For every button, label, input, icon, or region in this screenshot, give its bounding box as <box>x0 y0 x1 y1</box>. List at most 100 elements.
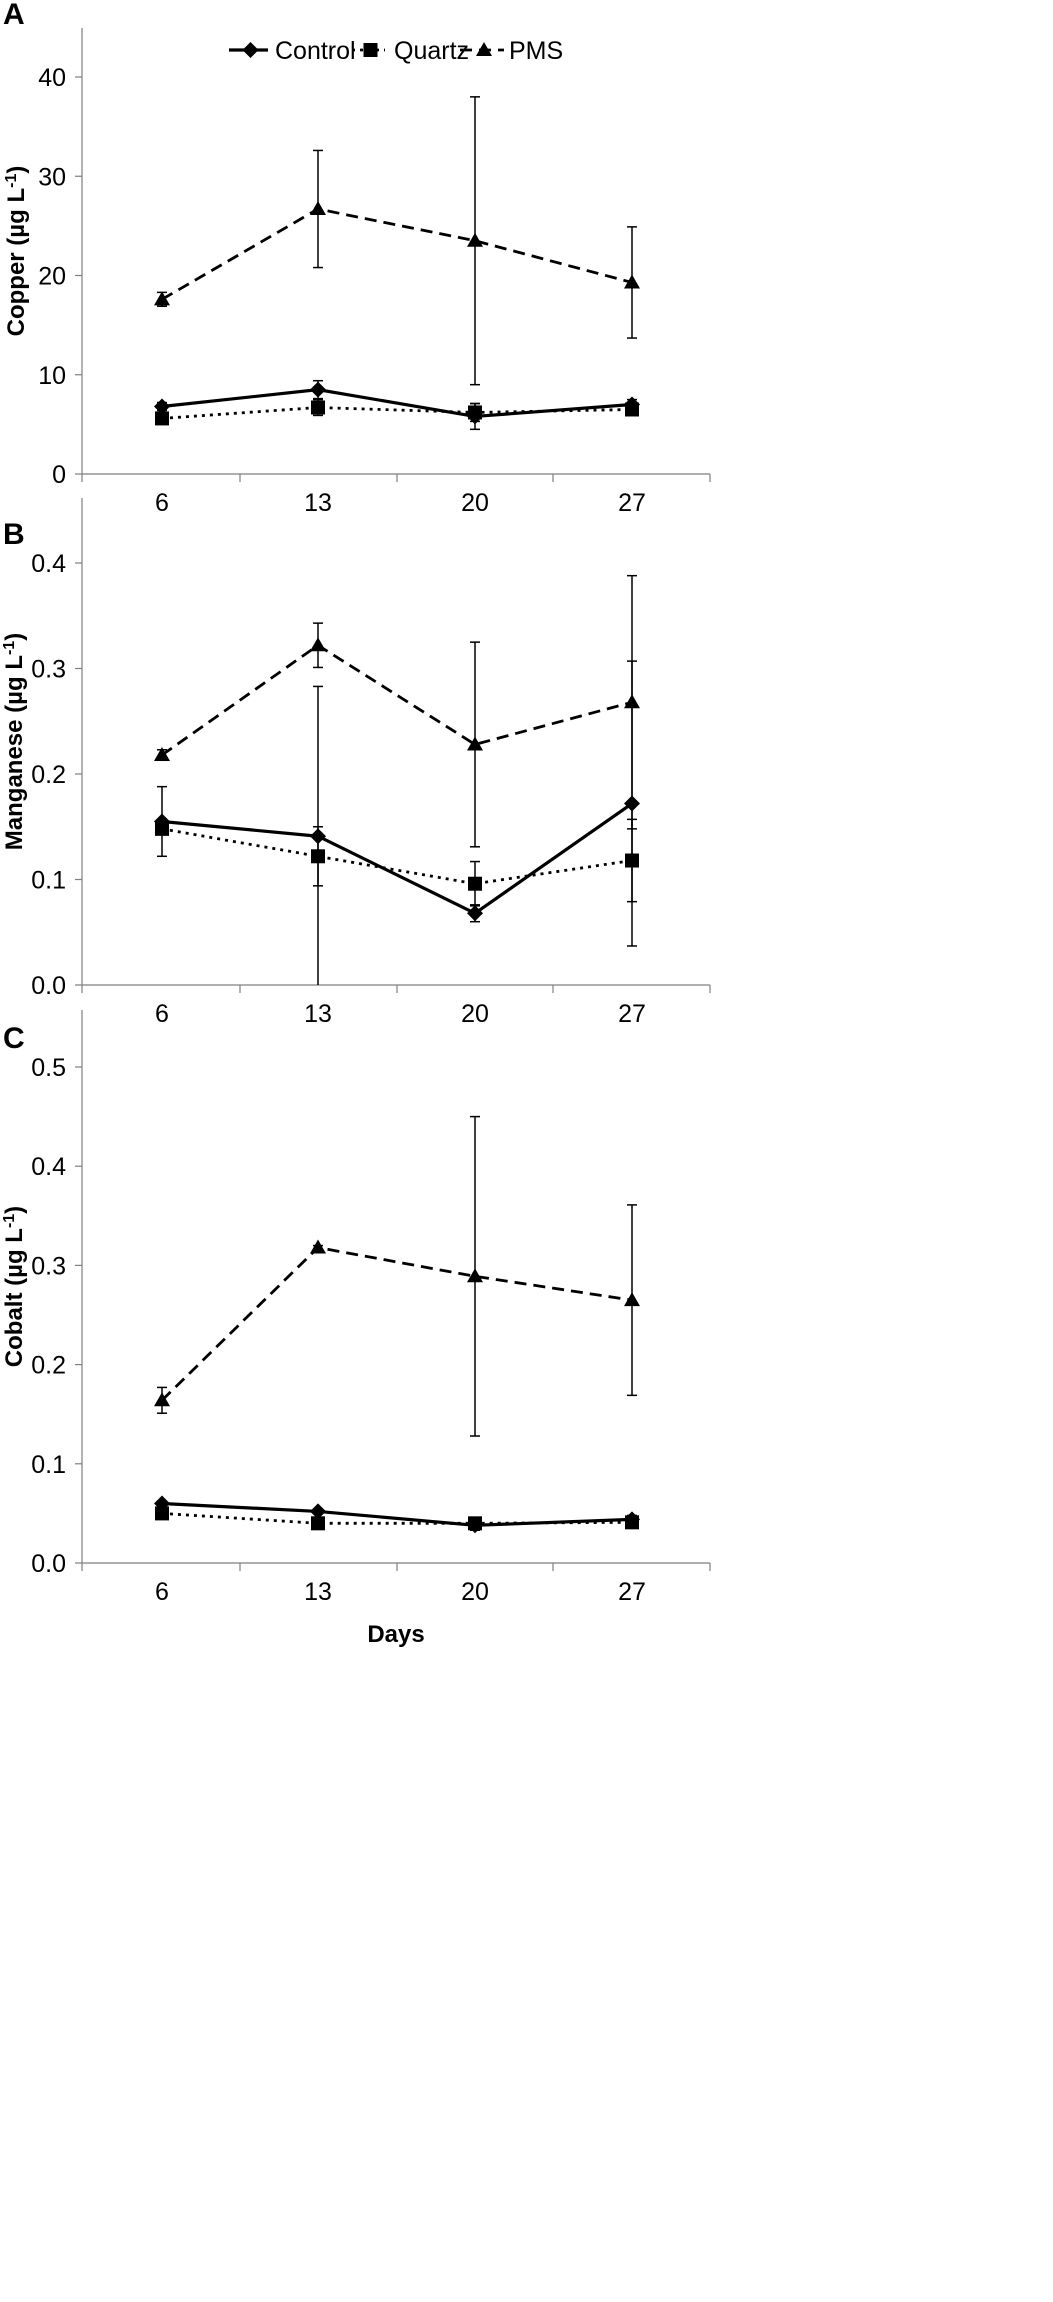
y-axis-label: Copper (µg L-1) <box>3 166 30 337</box>
y-tick-label: 0.3 <box>31 1252 66 1280</box>
legend-control-label: Control <box>275 37 356 65</box>
control-point <box>310 381 326 398</box>
legend-quartz-label: Quartz <box>394 37 469 65</box>
x-tick-label: 6 <box>155 489 169 517</box>
pms-line <box>161 643 633 757</box>
y-axis-label-close: ) <box>3 166 30 174</box>
control-point <box>154 398 170 415</box>
y-tick-label: 40 <box>38 64 66 92</box>
pms-point <box>154 291 170 306</box>
quartz-line <box>161 406 633 420</box>
pms-point <box>310 201 326 216</box>
pms-point <box>154 1392 170 1407</box>
pms-point <box>310 1239 326 1254</box>
y-tick-label: 0.0 <box>31 972 66 1000</box>
panel-letter: B <box>3 518 25 551</box>
y-tick-label: 20 <box>38 263 66 291</box>
panel-letter: C <box>3 1022 25 1055</box>
quartz-point <box>468 876 482 891</box>
pms-point <box>467 736 483 751</box>
y-tick-label: 0.1 <box>31 1451 66 1479</box>
quartz-point <box>625 402 639 417</box>
y-axis-label-text: Manganese (µg L <box>1 655 28 850</box>
quartz-point <box>155 821 169 836</box>
x-tick-label: 27 <box>618 489 646 517</box>
y-axis-label-text: Cobalt (µg L <box>1 1228 28 1367</box>
x-tick-label: 20 <box>461 1000 489 1028</box>
control-point <box>310 1503 326 1520</box>
quartz-point <box>311 1516 325 1531</box>
x-tick-label: 27 <box>618 1578 646 1606</box>
x-tick-label: 20 <box>461 1578 489 1606</box>
y-axis-label: Cobalt (µg L-1) <box>1 1206 28 1367</box>
y-tick-label: 0.3 <box>31 656 66 684</box>
series-pms <box>154 574 640 848</box>
series-quartz <box>155 818 639 907</box>
legend-pms-marker <box>476 42 492 56</box>
y-tick-label: 0.2 <box>31 761 66 789</box>
pms-point <box>154 747 170 762</box>
series-control <box>154 379 640 431</box>
quartz-point <box>468 1516 482 1531</box>
legend: Control Quartz PMS <box>229 37 563 65</box>
y-tick-label: 0.5 <box>31 1054 66 1082</box>
y-axis-label-superscript: -1 <box>3 174 20 188</box>
x-tick-label: 20 <box>461 489 489 517</box>
y-tick-label: 0.0 <box>31 1550 66 1578</box>
x-tick-label: 6 <box>155 1000 169 1028</box>
y-axis-label-superscript: -1 <box>1 1214 18 1228</box>
panel-c: C 0.0 0.1 0.2 0.3 0.4 0.5 6 13 20 27 Cobalt (µg L-1… <box>1 1010 711 1648</box>
legend-control-marker <box>242 42 259 58</box>
y-tick-label: 10 <box>38 362 66 390</box>
y-tick-label: 0.2 <box>31 1352 66 1380</box>
legend-quartz-marker <box>363 43 378 57</box>
series-pms <box>154 96 640 386</box>
x-tick-label: 27 <box>618 1000 646 1028</box>
pms-point <box>310 637 326 652</box>
y-axis-label-superscript: -1 <box>1 641 18 655</box>
pms-point <box>624 1292 640 1307</box>
panel-a: A 0 10 20 30 40 6 13 20 27 Copper (µg L-1) Control Q… <box>3 0 711 517</box>
series-control <box>154 660 640 985</box>
quartz-line <box>161 1512 633 1525</box>
legend-pms-label: PMS <box>509 37 563 65</box>
x-tick-label: 13 <box>304 1000 332 1028</box>
control-line <box>161 388 633 419</box>
quartz-point <box>155 411 169 426</box>
y-axis-label-close: ) <box>1 633 28 641</box>
series-quartz <box>155 398 639 426</box>
x-axis-label: Days <box>367 1621 424 1648</box>
series-quartz <box>155 1506 639 1531</box>
quartz-point <box>311 849 325 864</box>
pms-point <box>624 694 640 709</box>
x-tick-label: 6 <box>155 1578 169 1606</box>
y-tick-label: 0.1 <box>31 867 66 895</box>
control-point <box>467 905 483 922</box>
y-tick-label: 0.4 <box>31 550 66 578</box>
panel-letter: A <box>3 0 25 31</box>
y-tick-label: 30 <box>38 163 66 191</box>
y-tick-label: 0.4 <box>31 1153 66 1181</box>
series-pms <box>154 1115 640 1437</box>
y-tick-label: 0 <box>52 461 66 489</box>
pms-point <box>624 274 640 289</box>
quartz-point <box>625 1515 639 1530</box>
pms-point <box>467 1268 483 1283</box>
y-axis-label: Manganese (µg L-1) <box>1 633 28 850</box>
quartz-point <box>625 853 639 868</box>
panel-b: B 0.0 0.1 0.2 0.3 0.4 6 13 20 27 Manganese (µg L-1… <box>1 498 711 1028</box>
x-tick-label: 13 <box>304 489 332 517</box>
pms-line <box>161 1246 633 1402</box>
control-line <box>161 1501 633 1527</box>
y-axis-label-text: Copper (µg L <box>3 188 30 336</box>
quartz-point <box>155 1506 169 1521</box>
quartz-point <box>311 400 325 415</box>
quartz-point <box>468 405 482 420</box>
x-tick-label: 13 <box>304 1578 332 1606</box>
pms-line <box>161 207 633 301</box>
control-line <box>161 802 633 916</box>
pms-point <box>467 232 483 247</box>
y-axis-label-close: ) <box>1 1206 28 1214</box>
series-control <box>154 1495 640 1534</box>
